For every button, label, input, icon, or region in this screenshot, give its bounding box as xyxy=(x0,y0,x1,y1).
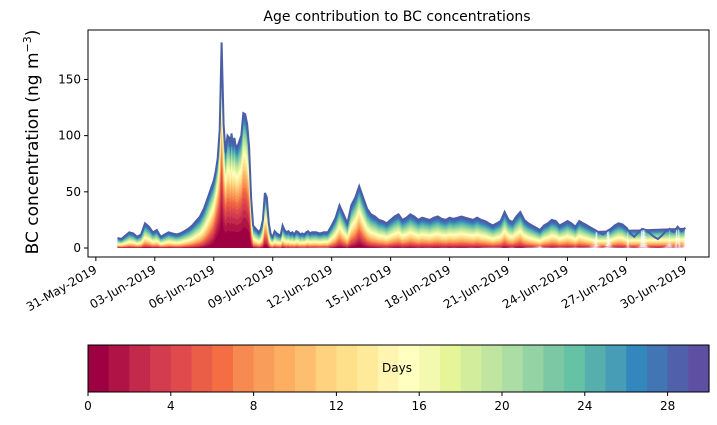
colorbar-bin xyxy=(253,345,275,392)
colorbar-bin xyxy=(232,345,255,392)
age-layer-1 xyxy=(117,201,686,249)
colorbar-bin xyxy=(460,345,482,392)
colorbar-tick-label: 16 xyxy=(412,399,427,413)
colorbar-bin xyxy=(688,345,710,392)
age-layer-9 xyxy=(117,135,686,249)
colorbar-bin xyxy=(439,345,462,392)
colorbar-bin xyxy=(315,345,337,392)
colorbar-bin xyxy=(212,345,234,392)
colorbar-tick-label: 8 xyxy=(250,399,258,413)
colorbar-bin xyxy=(357,345,379,392)
x-tick-label: 06-Jun-2019 xyxy=(146,262,217,311)
colorbar-bin xyxy=(564,345,586,392)
y-axis-label-exponent: −3 xyxy=(21,36,34,52)
plot-area-frame xyxy=(87,29,710,258)
colorbar-bin xyxy=(419,345,441,392)
colorbar-tick-label: 4 xyxy=(167,399,175,413)
colorbar-bin xyxy=(605,345,627,392)
x-tick-label: 03-Jun-2019 xyxy=(87,262,158,311)
age-layer-4 xyxy=(117,171,686,249)
y-tick-label: 100 xyxy=(58,129,81,143)
colorbar-bin xyxy=(646,345,669,392)
colorbar-bin xyxy=(170,345,193,392)
colorbar xyxy=(88,345,710,392)
colorbar-bin xyxy=(626,345,648,392)
stacked-area-layers xyxy=(117,42,686,249)
colorbar-bin xyxy=(502,345,524,392)
y-axis-label: BC concentration (ng m−3) xyxy=(21,30,43,255)
age-layer-3 xyxy=(117,180,686,249)
colorbar-tick-label: 0 xyxy=(84,399,92,413)
age-layer-0 xyxy=(117,216,686,249)
colorbar-bin xyxy=(377,345,400,392)
chart-title: Age contribution to BC concentrations xyxy=(263,9,530,25)
colorbar-bin xyxy=(88,345,110,392)
colorbar-bin xyxy=(481,345,503,392)
colorbar-bin xyxy=(584,345,607,392)
colorbar-bin xyxy=(295,345,317,392)
x-tick-label: 18-Jun-2019 xyxy=(382,262,453,311)
colorbar-bin xyxy=(274,345,296,392)
x-tick-label: 12-Jun-2019 xyxy=(264,262,335,311)
y-tick-label: 150 xyxy=(58,72,81,86)
age-layer-2 xyxy=(117,190,686,249)
x-axis-ticks: 31-May-201903-Jun-201906-Jun-201909-Jun-… xyxy=(24,257,689,314)
colorbar-bin xyxy=(191,345,213,392)
colorbar-bin xyxy=(667,345,689,392)
colorbar-ticks: 0 4 8 12 16 20 24 28 xyxy=(84,392,675,413)
colorbar-bin xyxy=(150,345,172,392)
y-axis-label-text: BC concentration (ng m xyxy=(23,52,43,254)
colorbar-tick-label: 12 xyxy=(329,399,344,413)
x-tick-label: 15-Jun-2019 xyxy=(323,262,394,311)
colorbar-label: Days xyxy=(382,361,412,375)
colorbar-bin xyxy=(398,345,420,392)
colorbar-bin xyxy=(522,345,544,392)
colorbar-bin xyxy=(336,345,358,392)
total-bc-line xyxy=(117,42,687,241)
age-layer-7 xyxy=(117,148,686,249)
colorbar-bin xyxy=(129,345,151,392)
y-tick-label: 50 xyxy=(66,185,81,199)
y-axis-label-close: ) xyxy=(23,30,43,37)
colorbar-tick-label: 20 xyxy=(494,399,509,413)
age-layer-8 xyxy=(117,142,686,249)
x-tick-label: 31-May-2019 xyxy=(24,262,99,314)
age-layer-5 xyxy=(117,163,686,249)
colorbar-frame xyxy=(87,344,710,393)
y-tick-label: 0 xyxy=(73,241,81,255)
age-layer-6 xyxy=(117,155,686,249)
colorbar-tick-label: 24 xyxy=(577,399,592,413)
x-tick-label: 27-Jun-2019 xyxy=(559,262,630,311)
colorbar-bin xyxy=(543,345,565,392)
x-tick-label: 21-Jun-2019 xyxy=(441,262,512,311)
y-axis-ticks: 0 50 100 150 xyxy=(58,72,88,255)
colorbar-tick-label: 28 xyxy=(660,399,675,413)
x-tick-label: 30-Jun-2019 xyxy=(618,262,689,311)
x-tick-label: 24-Jun-2019 xyxy=(500,262,571,311)
x-tick-label: 09-Jun-2019 xyxy=(205,262,276,311)
colorbar-bin xyxy=(108,345,130,392)
